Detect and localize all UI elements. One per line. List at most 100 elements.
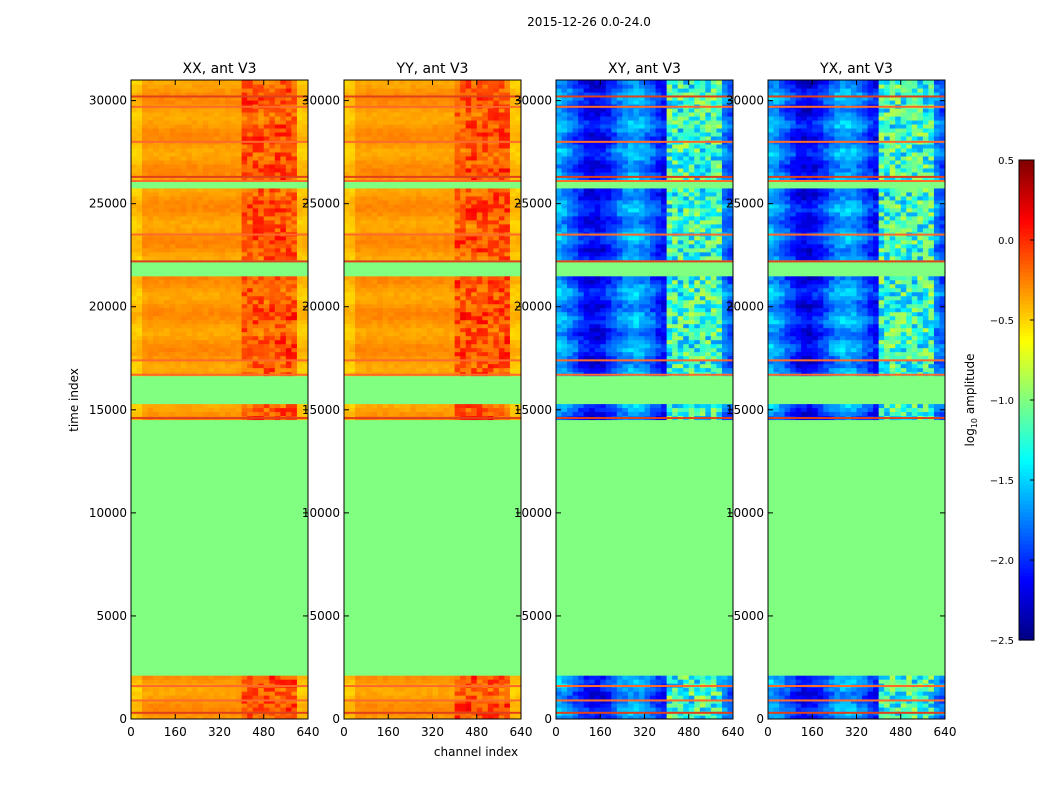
heatmap-cell xyxy=(291,651,298,656)
heatmap-cell xyxy=(263,407,270,413)
heatmap-cell xyxy=(225,411,232,417)
heatmap-cell xyxy=(175,275,182,281)
heatmap-cell xyxy=(158,159,165,165)
heatmap-cell xyxy=(302,479,308,484)
heatmap-cell xyxy=(219,383,226,389)
heatmap-cell xyxy=(142,495,149,500)
heatmap-cell xyxy=(274,531,281,536)
heatmap-cell xyxy=(153,179,160,185)
heatmap-cell xyxy=(274,299,281,305)
heatmap-cell xyxy=(274,647,281,652)
heatmap-cell xyxy=(153,219,160,225)
heatmap-cell xyxy=(191,159,198,165)
heatmap-cell xyxy=(169,175,176,181)
heatmap-cell xyxy=(247,295,254,301)
heatmap-cell xyxy=(164,435,171,441)
heatmap-cell xyxy=(180,435,187,441)
heatmap-cell xyxy=(241,451,248,457)
heatmap-cell xyxy=(274,551,281,556)
heatmap-cell xyxy=(180,111,187,117)
heatmap-cell xyxy=(197,455,204,461)
heatmap-cell xyxy=(247,379,254,385)
heatmap-cell xyxy=(197,603,204,608)
heatmap-cell xyxy=(274,183,281,189)
heatmap-cell xyxy=(142,195,149,201)
heatmap-cell xyxy=(208,607,215,612)
heatmap-cell xyxy=(241,523,248,528)
heatmap-cell xyxy=(142,471,149,476)
heatmap-cell xyxy=(252,419,259,425)
heatmap-cell xyxy=(296,523,304,528)
heatmap-cell xyxy=(258,715,265,719)
heatmap-cell xyxy=(158,595,165,600)
heatmap-cell xyxy=(164,147,171,153)
heatmap-cell xyxy=(241,447,248,453)
heatmap-cell xyxy=(230,547,237,552)
heatmap-cell xyxy=(180,255,187,261)
heatmap-cell xyxy=(296,355,304,361)
heatmap-cell xyxy=(180,691,187,696)
heatmap-cell xyxy=(186,287,193,293)
heatmap-cell xyxy=(202,307,210,313)
heatmap-cell xyxy=(247,495,254,500)
heatmap-cell xyxy=(269,507,276,512)
heatmap-cell xyxy=(142,643,149,648)
heatmap-cell xyxy=(230,455,237,461)
heatmap-cell xyxy=(191,367,198,373)
heatmap-cell xyxy=(169,659,176,664)
heatmap-cell xyxy=(291,439,298,445)
heatmap-cell xyxy=(236,603,243,608)
heatmap-cell xyxy=(285,615,293,620)
heatmap-cell xyxy=(274,459,281,464)
heatmap-cell xyxy=(208,447,215,453)
heatmap-cell xyxy=(208,651,215,656)
heatmap-cell xyxy=(153,419,160,425)
heatmap-cell xyxy=(136,391,143,397)
heatmap-cell xyxy=(136,431,143,437)
heatmap-cell xyxy=(142,303,149,309)
heatmap-cell xyxy=(241,159,248,165)
heatmap-cell xyxy=(175,267,182,273)
heatmap-cell xyxy=(291,551,298,556)
heatmap-cell xyxy=(269,531,276,536)
heatmap-cell xyxy=(164,183,171,189)
heatmap-cell xyxy=(230,635,237,640)
heatmap-cell xyxy=(219,419,226,425)
heatmap-cell xyxy=(302,247,308,253)
heatmap-cell xyxy=(285,487,293,492)
heatmap-cell xyxy=(197,127,204,133)
heatmap-cell xyxy=(225,551,232,556)
heatmap-cell xyxy=(236,111,243,117)
heatmap-cell xyxy=(213,563,221,568)
heatmap-cell xyxy=(236,471,243,476)
heatmap-cell xyxy=(186,687,193,692)
heatmap-cell xyxy=(213,319,221,325)
heatmap-cell xyxy=(153,363,160,369)
heatmap-cell xyxy=(247,215,254,221)
heatmap-cell xyxy=(252,395,259,401)
heatmap-cell xyxy=(285,591,293,596)
heatmap-cell xyxy=(219,555,226,560)
heatmap-cell xyxy=(164,559,171,564)
heatmap-cell xyxy=(131,667,138,672)
heatmap-cell xyxy=(236,143,243,149)
heatmap-cell xyxy=(236,335,243,341)
heatmap-cell xyxy=(291,451,298,457)
heatmap-cell xyxy=(202,179,210,185)
heatmap-cell xyxy=(219,583,226,588)
heatmap-cell xyxy=(219,675,226,680)
heatmap-cell xyxy=(225,143,232,149)
heatmap-cell xyxy=(131,183,138,189)
heatmap-cell xyxy=(169,283,176,289)
heatmap-cell xyxy=(186,195,193,201)
heatmap-cell xyxy=(280,119,287,125)
heatmap-cell xyxy=(202,579,210,584)
heatmap-cell xyxy=(225,355,232,361)
heatmap-cell xyxy=(153,715,160,719)
heatmap-cell xyxy=(225,567,232,572)
heatmap-cell xyxy=(142,451,149,457)
heatmap-cell xyxy=(131,595,138,600)
heatmap-cell xyxy=(291,191,298,197)
heatmap-cell xyxy=(274,511,281,516)
heatmap-cell xyxy=(252,503,259,508)
